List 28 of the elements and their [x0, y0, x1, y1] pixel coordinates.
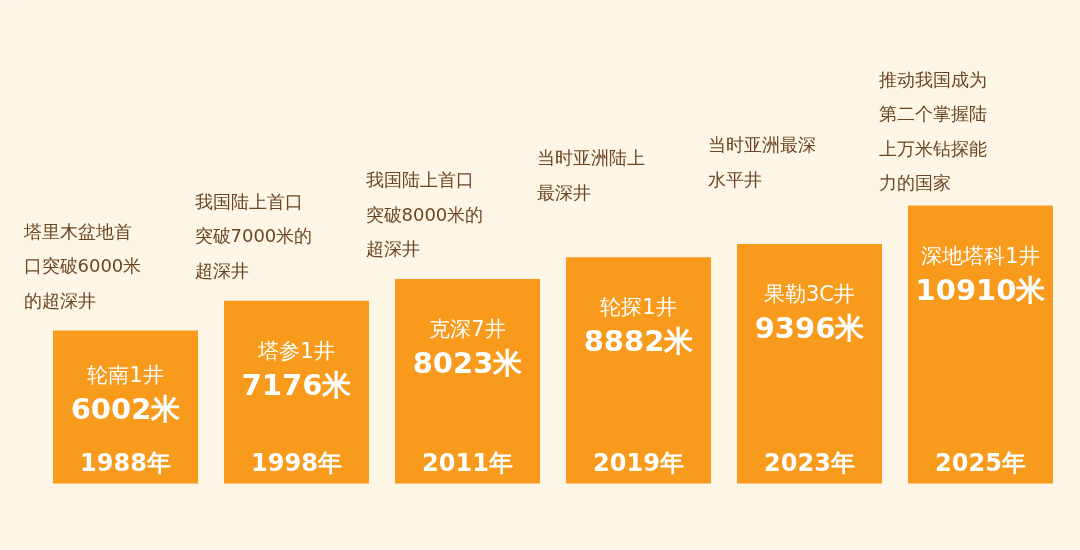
text: 当时亚洲陆上最深井 [536, 147, 645, 203]
data-label: 7176米 [241, 367, 352, 402]
annotation: 轮南1井 [87, 362, 164, 387]
x-tick-label: 2023年 [764, 449, 855, 477]
x-tick-label: 2025年 [935, 449, 1026, 477]
annotation: 塔参1井 [257, 338, 335, 363]
annotation: 果勒3C井 [763, 282, 856, 307]
annotation: 我国陆上首口突破8000米的超深井 [365, 169, 484, 260]
data-label: 10910米 [915, 272, 1046, 307]
x-tick-label: 2011年 [422, 449, 513, 477]
annotation: 克深7井 [429, 317, 506, 342]
bar [908, 205, 1053, 484]
bar [566, 257, 711, 484]
annotation: 塔里木盆地首口突破6000米的超深井 [22, 220, 142, 311]
data-label: 8023米 [412, 346, 523, 381]
x-tick-label: 1988年 [80, 449, 171, 477]
x-tick-label: 2019年 [593, 449, 684, 477]
data-label: 9396米 [754, 311, 865, 346]
annotation: 深地塔科1井 [921, 243, 1040, 268]
data-label: 8882米 [583, 324, 694, 359]
bar [737, 244, 882, 484]
bar [395, 279, 540, 484]
text: 推动我国成为第二个掌握陆上万米钻探能力的国家 [878, 68, 987, 194]
annotation: 我国陆上首口突破7000米的超深井 [194, 190, 313, 281]
x-tick-label: 1998年 [251, 449, 342, 477]
annotation: 轮探1井 [600, 295, 677, 320]
text: 当时亚洲最深水平井 [707, 134, 816, 190]
data-label: 6002米 [70, 391, 181, 426]
